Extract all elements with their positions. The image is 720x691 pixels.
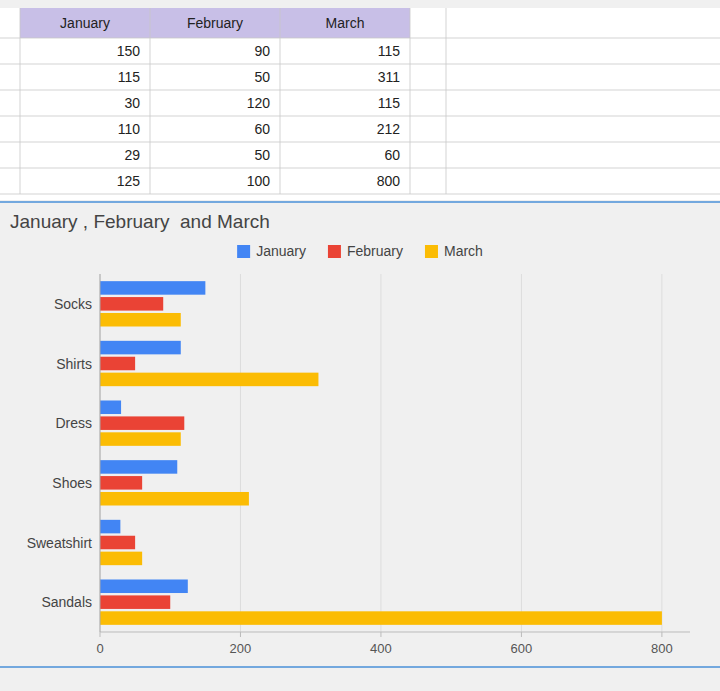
legend-swatch [237,245,250,258]
category-label: Dress [55,415,92,431]
tick-label: 0 [96,641,103,656]
legend-swatch [425,245,438,258]
legend-label: March [444,243,483,259]
bar [100,341,181,355]
grid-line [380,274,381,632]
table-cell: 120 [247,95,271,111]
bar [100,400,121,414]
y-axis-line [100,274,101,632]
table-rule [0,116,720,117]
table-cell: 115 [118,69,141,85]
table-header: January [60,15,110,31]
table-rule [446,8,447,194]
grid-line [100,274,101,632]
table-cell: 212 [377,121,401,137]
bar [100,297,163,311]
category-label: Shirts [56,356,92,372]
table-cell: 115 [378,95,401,111]
bar [100,492,249,506]
separator [0,201,720,203]
chart: January February March 150 90 115 115 50 311 30 12… [0,0,720,691]
table-cell: 90 [254,43,270,59]
bar [100,611,662,625]
tick-label: 400 [370,641,392,656]
table-header-cell [150,8,280,38]
bar [100,520,120,534]
table-cell: 110 [118,121,141,137]
bar [100,416,184,430]
bar [100,281,205,295]
table-rule [0,142,720,143]
tick-mark [521,632,522,637]
table-rule [150,8,151,194]
table-cell: 100 [247,173,271,189]
bar [100,579,188,593]
table-cell: 30 [124,95,140,111]
bar [100,432,181,446]
table-cell: 50 [254,147,270,163]
category-label: Sandals [41,594,92,610]
table-cell: 50 [254,69,270,85]
table-cell: 29 [124,147,140,163]
table-rule [0,64,720,65]
grid-line [661,274,662,632]
table-rule [280,8,281,194]
table-rule [0,194,720,195]
legend-swatch [328,245,341,258]
legend-label: January [256,243,306,259]
table-rule [0,90,720,91]
table-rule [410,8,411,194]
title: January , February and March [10,211,270,232]
tick-mark [661,632,662,637]
table-cell: 125 [117,173,141,189]
tick-label: 200 [230,641,252,656]
table-header-cell [280,8,410,38]
bar [100,357,135,371]
table-header-cell [20,8,150,38]
category-label: Shoes [52,475,92,491]
tick-mark [100,632,101,637]
legend-label: February [347,243,403,259]
grid-line [521,274,522,632]
table-rule [0,168,720,169]
table-cell: 115 [378,43,401,59]
legend: January February March [237,243,483,259]
table-cell: 150 [117,43,141,59]
category-label: Sweatshirt [27,535,92,551]
bar [100,460,177,474]
bar [100,552,142,566]
table-rule [20,8,21,194]
tick-label: 600 [511,641,533,656]
separator [0,666,720,668]
tick-label: 800 [651,641,673,656]
bar [100,313,181,327]
tick-mark [240,632,241,637]
table-background [0,8,720,200]
bar [100,373,318,387]
bar [100,595,170,609]
bar [100,536,135,550]
table-header: February [187,15,243,31]
table-rule [0,38,720,39]
table-cell: 60 [254,121,270,137]
x-axis-line [100,632,690,633]
table-cell: 60 [384,147,400,163]
bars [100,281,662,625]
grid-line [240,274,241,632]
table-cell: 311 [378,69,401,85]
tick-mark [380,632,381,637]
table-cell: 800 [377,173,401,189]
bar [100,476,142,490]
table-header: March [326,15,365,31]
category-label: Socks [54,296,92,312]
